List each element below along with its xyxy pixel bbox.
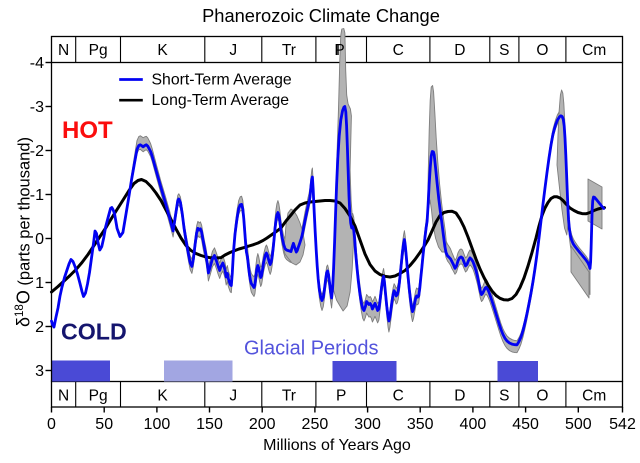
svg-text:C: C <box>393 42 404 59</box>
svg-text:Cm: Cm <box>582 42 606 59</box>
svg-text:Tr: Tr <box>282 388 296 405</box>
svg-text:S: S <box>499 42 509 59</box>
svg-text:Tr: Tr <box>282 42 296 59</box>
svg-text:-1: -1 <box>30 187 44 204</box>
svg-text:-3: -3 <box>30 99 44 116</box>
svg-text:Cm: Cm <box>582 388 606 405</box>
svg-text:S: S <box>499 388 509 405</box>
svg-text:P: P <box>336 388 346 405</box>
svg-text:Phanerozoic Climate Change: Phanerozoic Climate Change <box>202 5 440 26</box>
svg-text:D: D <box>454 42 465 59</box>
svg-text:200: 200 <box>249 416 276 433</box>
svg-text:1: 1 <box>35 275 44 292</box>
svg-text:K: K <box>157 388 168 405</box>
svg-text:50: 50 <box>95 416 113 433</box>
svg-text:350: 350 <box>407 416 434 433</box>
svg-text:J: J <box>229 42 237 59</box>
svg-text:300: 300 <box>354 416 381 433</box>
svg-text:450: 450 <box>512 416 539 433</box>
svg-text:2: 2 <box>35 319 44 336</box>
svg-text:J: J <box>229 388 237 405</box>
svg-text:500: 500 <box>565 416 592 433</box>
svg-text:O: O <box>536 388 548 405</box>
svg-text:O: O <box>536 42 548 59</box>
svg-text:C: C <box>393 388 404 405</box>
svg-text:3: 3 <box>35 363 44 380</box>
svg-text:Glacial Periods: Glacial Periods <box>244 338 379 360</box>
svg-text:P: P <box>334 42 344 59</box>
svg-text:K: K <box>157 42 168 59</box>
svg-text:400: 400 <box>460 416 487 433</box>
svg-text:Pg: Pg <box>89 42 108 59</box>
svg-text:δ18O (parts per thousand): δ18O (parts per thousand) <box>14 137 34 327</box>
svg-text:-2: -2 <box>30 143 44 160</box>
svg-text:COLD: COLD <box>61 319 127 345</box>
svg-text:Pg: Pg <box>89 388 108 405</box>
svg-text:250: 250 <box>302 416 329 433</box>
svg-text:Millions of Years Ago: Millions of Years Ago <box>263 437 411 454</box>
svg-text:542: 542 <box>609 416 636 433</box>
svg-text:D: D <box>454 388 465 405</box>
svg-text:100: 100 <box>144 416 171 433</box>
svg-text:N: N <box>58 42 69 59</box>
svg-text:0: 0 <box>35 231 44 248</box>
svg-text:HOT: HOT <box>62 117 113 144</box>
svg-text:150: 150 <box>196 416 223 433</box>
svg-text:Short-Term Average: Short-Term Average <box>152 71 292 88</box>
svg-text:N: N <box>58 388 69 405</box>
svg-text:-4: -4 <box>30 55 44 72</box>
svg-text:0: 0 <box>47 416 56 433</box>
svg-text:Long-Term Average: Long-Term Average <box>152 92 290 109</box>
